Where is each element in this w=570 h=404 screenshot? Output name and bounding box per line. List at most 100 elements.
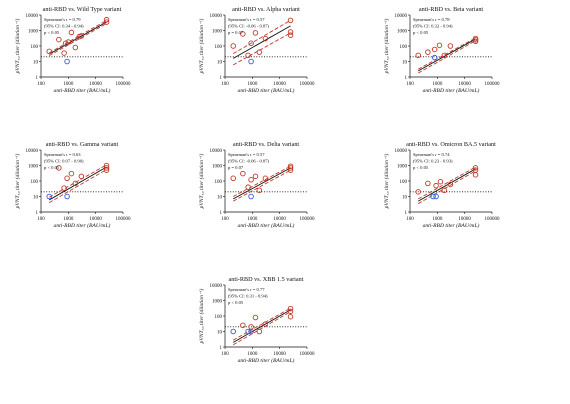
y-tick-label: 1 [36, 211, 39, 216]
stats-text: p < 0.05 [44, 165, 60, 170]
data-point-red [287, 17, 294, 24]
data-point-red [252, 173, 259, 180]
data-point-blue [230, 328, 236, 335]
x-tick-label: 100000 [116, 217, 132, 222]
regression-line [233, 309, 291, 343]
y-tick-label: 100 [31, 45, 39, 50]
x-axis-label: anti-RBD titer (BAU/mL) [54, 87, 111, 94]
stats-text: Spearman's r = 0.57 [228, 152, 265, 157]
y-tick-label: 1 [220, 76, 223, 81]
data-point-red [61, 185, 67, 191]
data-point-red [248, 177, 254, 183]
y-tick-label: 10000 [210, 149, 223, 154]
ci-lower-line [418, 40, 476, 74]
x-tick-label: 100000 [485, 82, 501, 87]
data-point-red [262, 175, 269, 182]
data-point-red [64, 175, 70, 182]
x-axis-label: anti-RBD titer (BAU/mL) [423, 87, 480, 94]
y-axis-label: pVNT₅₀ titer (dilution⁻¹) [198, 153, 205, 209]
y-tick-label: 10 [217, 60, 223, 65]
data-point-red [61, 50, 67, 56]
x-tick-label: 100 [37, 82, 45, 87]
chart-title: anti-RBD vs. Beta variant [419, 6, 484, 13]
data-point-red [262, 35, 269, 42]
chart-title: anti-RBD vs. XBB 1.5 variant [229, 276, 304, 283]
y-tick-label: 10000 [26, 149, 39, 154]
data-point-red [62, 40, 69, 47]
x-axis-label: anti-RBD titer (BAU/mL) [423, 222, 480, 229]
data-point-blue [46, 193, 52, 200]
data-point-red [447, 181, 454, 188]
ci-upper-line [418, 166, 476, 200]
data-point-red [425, 49, 431, 55]
y-tick-label: 10 [402, 195, 408, 200]
data-point-red [65, 39, 72, 45]
y-tick-label: 1000 [397, 164, 408, 169]
stats-text: Spearman's r = 0.57 [228, 17, 265, 22]
stats-text: p = 0.07 [228, 30, 244, 35]
data-point-red [256, 187, 263, 194]
data-point-red [433, 182, 439, 189]
x-tick-label: 100 [221, 82, 229, 87]
ci-upper-line [49, 164, 107, 198]
data-point-red [103, 167, 110, 173]
stats-text: (95% CI: -0.06 - 0.87) [228, 24, 270, 29]
stats-text: p < 0.05 [44, 30, 60, 35]
data-point-blue [431, 54, 438, 61]
stats-text: Spearman's r = 0.78 [413, 17, 450, 22]
stats-text: Spearman's r = 0.79 [44, 17, 81, 22]
stats-text: Spearman's r = 0.77 [228, 287, 265, 292]
x-tick-label: 10000 [89, 217, 102, 222]
data-point-red [415, 52, 421, 59]
stats-text: (95% CI: -0.06 - 0.87) [228, 159, 270, 164]
x-tick-label: 100 [221, 352, 229, 357]
ci-upper-line [418, 37, 476, 70]
data-point-red [472, 172, 479, 178]
data-point-blue [64, 193, 70, 200]
data-point-red [287, 308, 294, 315]
data-point-red [248, 40, 254, 47]
x-tick-label: 100 [37, 217, 45, 222]
stats-text: Spearman's r = 0.63 [44, 152, 81, 157]
data-point-red [256, 49, 263, 55]
ci-upper-line [233, 19, 291, 55]
y-tick-label: 10000 [395, 14, 408, 19]
data-point-red [46, 48, 52, 55]
ci-lower-line [418, 170, 476, 204]
x-axis-label: anti-RBD titer (BAU/mL) [238, 357, 295, 364]
data-point-red [68, 29, 75, 36]
chart-panel-6: anti-RBD vs. Omicron BA.5 variant 1 10 100 1… [383, 141, 500, 229]
ci-lower-line [49, 23, 107, 56]
y-tick-label: 1 [405, 211, 408, 216]
ci-lower-line [233, 169, 291, 202]
data-point-red [472, 38, 479, 45]
x-tick-label: 1000 [432, 217, 443, 222]
x-tick-label: 10000 [458, 217, 471, 222]
regression-line [49, 21, 107, 55]
stats-text: Spearman's r = 0.74 [413, 152, 450, 157]
y-tick-label: 100 [31, 180, 39, 185]
stats-text: (95% CI: 0.31 - 0.94) [228, 294, 268, 299]
data-point-red [447, 43, 454, 49]
ci-upper-line [233, 307, 291, 341]
x-axis-label: anti-RBD titer (BAU/mL) [54, 222, 111, 229]
x-tick-label: 10000 [273, 352, 286, 357]
y-axis-label: pVNT₅₀ titer (dilution⁻¹) [198, 18, 205, 74]
y-tick-label: 10 [217, 195, 223, 200]
stats-text: (95% CI: 0.34 - 0.94) [44, 24, 84, 29]
data-point-blue [433, 193, 439, 200]
data-point-red [431, 46, 438, 53]
y-tick-label: 10 [217, 330, 223, 335]
data-point-red [441, 187, 448, 194]
data-point-red [287, 32, 294, 38]
data-point-red [415, 189, 421, 195]
ci-upper-line [49, 19, 107, 54]
data-point-red [287, 163, 294, 169]
y-tick-label: 10 [402, 60, 408, 65]
stats-text: p < 0.05 [228, 300, 244, 305]
stats-text: p < 0.05 [413, 165, 429, 170]
data-point-red [240, 170, 246, 177]
x-tick-label: 100000 [300, 82, 316, 87]
data-point-red [103, 19, 110, 25]
y-axis-label: pVNT₅₀ titer (dilution⁻¹) [383, 18, 390, 74]
